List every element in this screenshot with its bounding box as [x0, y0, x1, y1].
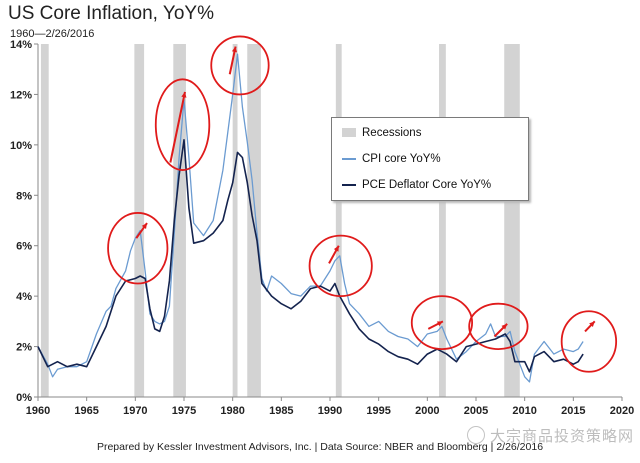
recession-band-6 — [439, 44, 446, 397]
annotation-circle-1974 — [154, 78, 211, 171]
x-tick-label: 1990 — [318, 405, 342, 417]
x-tick-label: 1965 — [74, 405, 98, 417]
x-tick-label: 1960 — [26, 405, 50, 417]
annotation-arrowhead — [501, 323, 508, 330]
x-tick-label: 2020 — [610, 405, 634, 417]
x-tick-label: 1970 — [123, 405, 147, 417]
y-tick-label: 14% — [10, 39, 32, 51]
watermark: 大宗商品投资策略网 — [466, 425, 634, 446]
y-tick-label: 4% — [16, 291, 32, 303]
annotation-arrowhead — [231, 46, 238, 53]
legend: Recessions CPI core YoY% PCE Deflator Co… — [331, 117, 529, 201]
legend-label-pce: PCE Deflator Core YoY% — [362, 179, 492, 191]
series-lines — [37, 53, 584, 383]
annotation-circle-1990 — [308, 234, 373, 298]
legend-recession-swatch — [342, 128, 356, 138]
legend-item-recessions: Recessions — [342, 127, 421, 139]
cpi-core-line — [37, 53, 584, 383]
annotation-circle-2001 — [410, 295, 474, 350]
legend-pce-swatch — [342, 183, 356, 186]
annotation-arrowhead — [436, 321, 443, 327]
pce-core-line — [37, 139, 584, 373]
recession-band-0 — [40, 44, 49, 397]
x-tick-label: 2010 — [512, 405, 536, 417]
watermark-text: 大宗商品投资策略网 — [489, 427, 634, 445]
y-tick-label: 10% — [10, 140, 32, 152]
legend-item-cpi: CPI core YoY% — [342, 153, 441, 165]
axes: 0% 2% 4% 6% 8% 10% 12% 14% 1960 1965 1970 1975 1980 1… — [10, 39, 634, 417]
y-tick-label: 6% — [16, 241, 32, 253]
footer-credit: Prepared by Kessler Investment Advisors,… — [96, 441, 544, 453]
annotations — [107, 35, 618, 373]
x-tick-label: 1980 — [220, 405, 244, 417]
x-tick-label: 1995 — [366, 405, 390, 417]
y-tick-label: 0% — [16, 392, 32, 404]
recession-band-4 — [247, 44, 261, 397]
x-tick-label: 1985 — [269, 405, 293, 417]
y-tick-label: 8% — [16, 190, 32, 202]
annotation-arrowhead — [181, 91, 187, 98]
x-tick-label: 2000 — [415, 405, 439, 417]
chart-subtitle: 1960—2/26/2016 — [10, 28, 95, 40]
y-tick-label: 12% — [10, 89, 32, 101]
annotation-arrowhead — [333, 245, 339, 252]
annotation-circle-1980 — [210, 35, 270, 96]
y-tick-label: 2% — [16, 342, 32, 354]
legend-item-pce: PCE Deflator Core YoY% — [342, 179, 491, 191]
recession-band-5 — [335, 44, 342, 397]
legend-label-cpi: CPI core YoY% — [362, 153, 441, 165]
recession-band-1 — [134, 44, 145, 397]
annotation-arrowhead — [141, 223, 148, 229]
annotation-arrow-shaft — [169, 91, 186, 163]
x-tick-label: 1975 — [172, 405, 196, 417]
recession-band-3 — [232, 44, 238, 397]
recession-bands — [40, 44, 520, 397]
annotation-circle-1970 — [107, 212, 169, 285]
annotation-circle-2008 — [468, 302, 529, 350]
x-tick-label: 2015 — [561, 405, 585, 417]
annotation-arrowhead — [589, 321, 595, 328]
x-tick-label: 2005 — [464, 405, 488, 417]
watermark-logo-icon — [466, 426, 485, 444]
annotation-circle-2015 — [560, 310, 618, 373]
chart-title: US Core Inflation, YoY% — [8, 3, 214, 24]
legend-label-recessions: Recessions — [362, 127, 422, 139]
legend-cpi-swatch — [342, 157, 356, 160]
